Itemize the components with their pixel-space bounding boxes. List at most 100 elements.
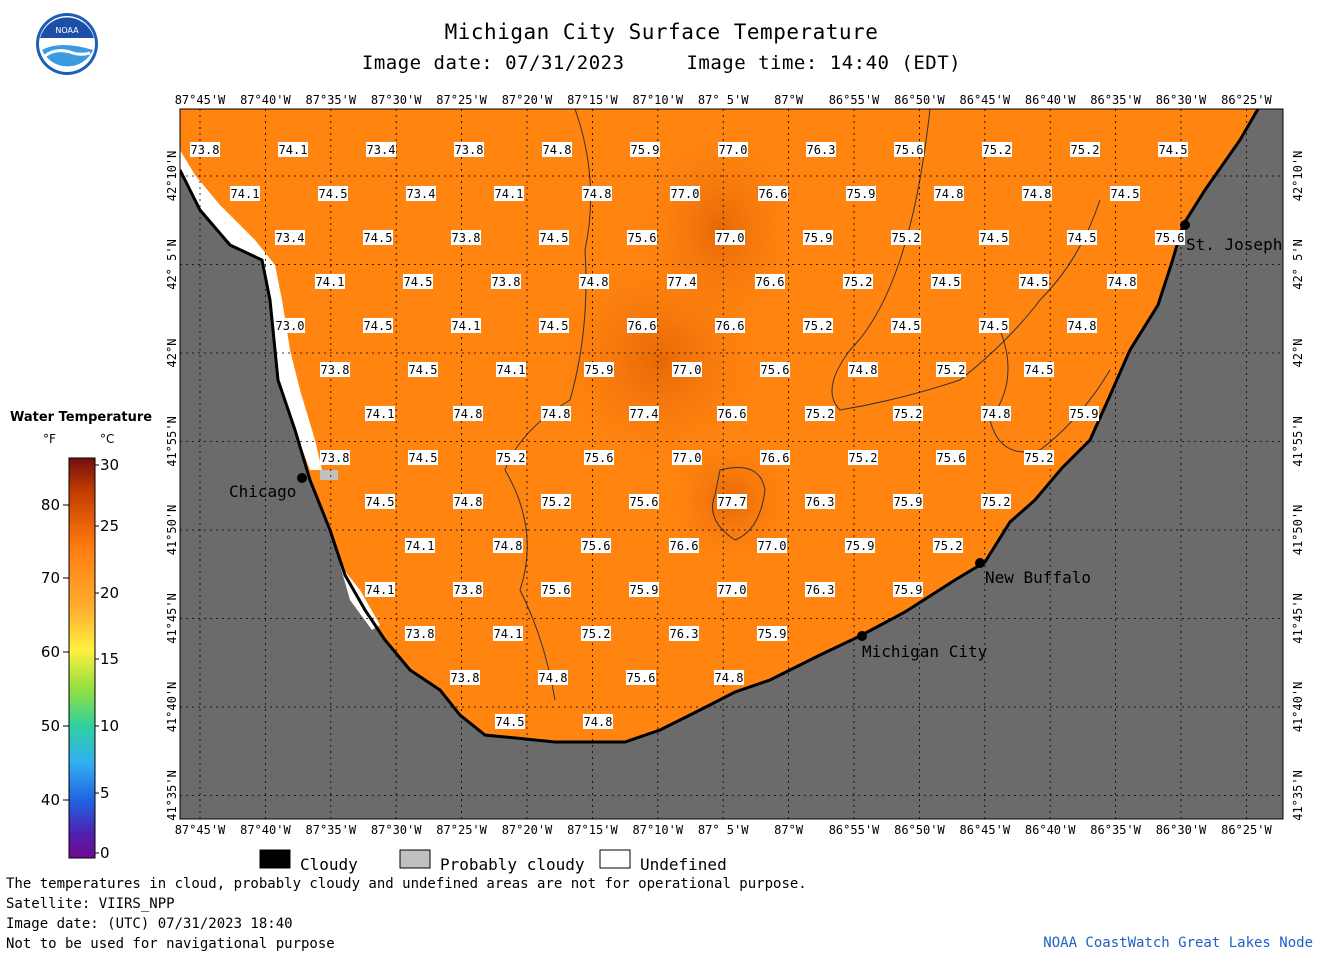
lon-label-bottom: 87°30'W [371,823,422,837]
svg-text:75.2: 75.2 [934,539,963,553]
credit-link[interactable]: NOAA CoastWatch Great Lakes Node [1043,935,1313,951]
city-chicago: Chicago [229,482,296,501]
svg-text:75.6: 75.6 [937,451,966,465]
temperature-label: 76.3 [805,494,835,509]
svg-text:74.5: 74.5 [364,319,393,333]
svg-text:73.8: 73.8 [321,363,350,377]
color-bar [68,457,96,859]
lat-labels-left: 42°10'N 42° 5'N 42°N 41°55'N 41°50'N 41°45'N 4… [165,151,179,821]
svg-text:74.1: 74.1 [231,187,260,201]
city-new-buffalo: New Buffalo [985,568,1091,587]
temperature-label: 74.5 [1024,362,1054,377]
svg-text:75.2: 75.2 [892,231,921,245]
celsius-tick: 20 [100,584,119,602]
svg-text:75.6: 75.6 [628,231,657,245]
temperature-label: 75.2 [1024,450,1054,465]
lon-label-bottom: 87°15'W [567,823,618,837]
svg-text:75.2: 75.2 [1071,143,1100,157]
svg-text:74.8: 74.8 [580,275,609,289]
svg-text:77.0: 77.0 [673,451,702,465]
lon-label-bottom: 87°25'W [436,823,487,837]
lon-label-top: 87°25'W [436,93,487,107]
temperature-label: 75.9 [757,626,787,641]
temperature-label: 74.5 [539,318,569,333]
lat-labels-right: 42°10'N 42° 5'N 42°N 41°55'N 41°50'N 41°45'N 4… [1291,151,1305,821]
svg-text:73.0: 73.0 [276,319,305,333]
lat-label-left: 41°35'N [165,770,179,821]
lon-label-top: 87°40'W [240,93,291,107]
fahrenheit-tick: 70 [41,569,60,587]
celsius-tick: 0 [100,844,110,862]
svg-text:75.2: 75.2 [983,143,1012,157]
map-title: Michigan City Surface Temperature [444,20,879,44]
st-joseph-marker [1180,220,1190,230]
image-date-label: Image date: 07/31/2023 [361,52,625,74]
cloudy-label: Cloudy [300,855,358,874]
fahrenheit-tick: 50 [41,717,60,735]
lon-label-top: 86°55'W [829,93,880,107]
temperature-label: 75.2 [843,274,873,289]
svg-text:77.0: 77.0 [718,583,747,597]
temperature-label: 73.4 [275,230,305,245]
temperature-label: 74.8 [583,714,613,729]
temperature-label: 76.6 [627,318,657,333]
svg-text:77.4: 77.4 [668,275,697,289]
temperature-label: 77.0 [718,142,748,157]
svg-text:74.5: 74.5 [364,231,393,245]
footer-disclaimer: Not to be used for navigational purpose [6,936,335,952]
temperature-labels: 73.8 74.1 73.4 73.8 74.8 75.9 77.0 76.3 75.6 75.2… [190,142,1188,729]
svg-text:75.9: 75.9 [804,231,833,245]
temperature-label: 77.0 [717,582,747,597]
temperature-label: 75.9 [846,186,876,201]
svg-text:76.6: 76.6 [628,319,657,333]
svg-text:75.9: 75.9 [1070,407,1099,421]
svg-text:74.8: 74.8 [454,495,483,509]
celsius-tick: 15 [100,650,119,668]
svg-text:77.0: 77.0 [719,143,748,157]
svg-text:73.8: 73.8 [455,143,484,157]
svg-text:74.5: 74.5 [409,363,438,377]
lon-label-top: 87°15'W [567,93,618,107]
temperature-label: 74.8 [848,362,878,377]
temperature-label: 74.8 [541,406,571,421]
svg-text:74.5: 74.5 [1159,143,1188,157]
temperature-label: 77.4 [629,406,659,421]
lon-label-bottom: 86°50'W [894,823,945,837]
svg-text:76.6: 76.6 [759,187,788,201]
temperature-label: 74.5 [318,186,348,201]
svg-text:74.5: 74.5 [1025,363,1054,377]
svg-text:75.6: 75.6 [542,583,571,597]
svg-text:74.8: 74.8 [454,407,483,421]
svg-text:73.8: 73.8 [454,583,483,597]
svg-text:74.5: 74.5 [1068,231,1097,245]
lat-label-right: 42°10'N [1291,151,1305,202]
svg-text:75.9: 75.9 [631,143,660,157]
lon-label-top: 87°30'W [371,93,422,107]
lon-label-bottom: 87°W [774,823,804,837]
lon-label-bottom: 87°40'W [240,823,291,837]
svg-text:74.1: 74.1 [452,319,481,333]
temperature-label: 75.2 [803,318,833,333]
temperature-label: 75.6 [894,142,924,157]
lat-label-right: 42° 5'N [1291,239,1305,290]
temperature-label: 75.2 [496,450,526,465]
temperature-label: 74.5 [1067,230,1097,245]
celsius-tick: 25 [100,517,119,535]
temperature-label: 74.5 [365,494,395,509]
temperature-label: 73.8 [320,450,350,465]
svg-text:74.5: 74.5 [980,319,1009,333]
svg-text:74.8: 74.8 [1068,319,1097,333]
cloudy-swatch [259,849,291,869]
svg-text:74.8: 74.8 [715,671,744,685]
svg-text:75.9: 75.9 [847,187,876,201]
svg-text:73.4: 73.4 [367,143,396,157]
temperature-label: 75.9 [893,582,923,597]
temperature-label: 75.6 [541,582,571,597]
svg-text:73.8: 73.8 [406,627,435,641]
svg-text:74.8: 74.8 [543,143,572,157]
svg-text:75.9: 75.9 [894,495,923,509]
color-legend-title: Water Temperature [10,410,152,425]
map-frame [179,108,1284,820]
svg-text:74.8: 74.8 [1023,187,1052,201]
lon-label-top: 86°30'W [1156,93,1207,107]
